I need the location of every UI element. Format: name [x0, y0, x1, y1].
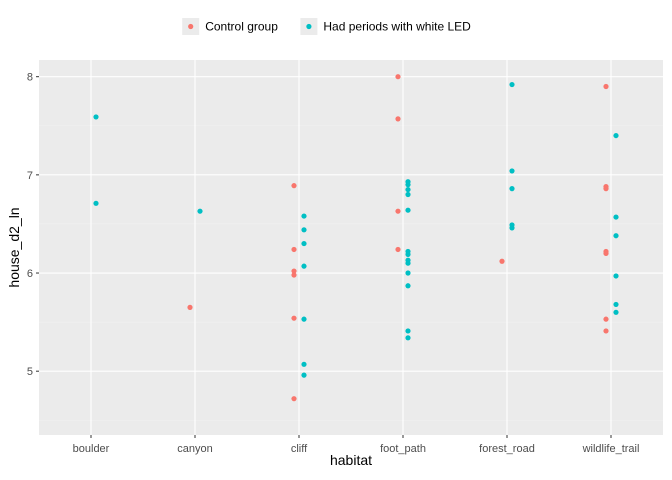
data-point [405, 270, 411, 276]
data-point [301, 361, 307, 367]
data-point [509, 81, 515, 88]
data-point [395, 74, 401, 80]
x-tick-label: boulder [73, 443, 110, 455]
x-tick-label: forest_road [479, 443, 535, 455]
data-point [603, 316, 609, 322]
data-point [613, 214, 619, 220]
data-point [301, 263, 307, 269]
x-tick-label: canyon [177, 443, 212, 455]
data-point [187, 304, 193, 310]
data-point [613, 132, 619, 139]
legend-item: Had periods with white LED [300, 18, 471, 35]
data-point [405, 182, 411, 188]
data-point [291, 246, 297, 253]
data-point [395, 208, 401, 214]
data-point [509, 185, 515, 192]
data-point [93, 114, 99, 120]
data-point [603, 185, 609, 192]
data-point [613, 273, 619, 279]
legend-key-point [306, 23, 312, 30]
y-tick-label: 5 [27, 366, 33, 378]
data-point [499, 258, 505, 264]
ticks-layer: 5 6 7 8 boulder canyon cliff foot_path forest_ro… [27, 72, 640, 455]
grid-layer [39, 60, 663, 435]
data-point [405, 283, 411, 289]
plot-panel [39, 60, 663, 435]
legend: Control group Had periods with white LED [182, 18, 471, 35]
data-point [405, 260, 411, 266]
data-point [613, 309, 619, 315]
data-point [405, 251, 411, 257]
points-layer [93, 74, 619, 402]
x-axis-title: habitat [330, 452, 372, 468]
data-point [395, 246, 401, 253]
data-point [395, 116, 401, 122]
legend-label: Control group [205, 20, 278, 34]
data-point [405, 207, 411, 213]
data-point [301, 372, 307, 378]
y-tick-label: 6 [27, 268, 33, 280]
data-point [509, 225, 515, 231]
data-point [613, 301, 619, 308]
x-tick-label: foot_path [380, 443, 426, 455]
data-point [405, 335, 411, 341]
legend-item: Control group [182, 18, 278, 35]
data-point [301, 316, 307, 322]
data-point [405, 191, 411, 198]
data-point [301, 213, 307, 219]
data-point [301, 240, 307, 247]
data-point [291, 183, 297, 189]
y-tick-label: 7 [27, 170, 33, 182]
y-axis-title: house_d2_ln [6, 207, 22, 287]
legend-key-point [188, 23, 194, 30]
data-point [291, 268, 297, 274]
data-point [291, 272, 297, 278]
data-point [509, 168, 515, 174]
data-point [613, 233, 619, 239]
x-tick-label: wildlife_trail [582, 443, 640, 455]
data-point [291, 315, 297, 321]
y-tick-label: 8 [27, 72, 33, 84]
data-point [405, 328, 411, 334]
data-point [603, 250, 609, 256]
data-point [93, 200, 99, 206]
data-point [603, 328, 609, 334]
data-point [405, 186, 411, 193]
data-point [291, 396, 297, 402]
x-tick-label: cliff [291, 443, 308, 455]
legend-label: Had periods with white LED [323, 20, 471, 34]
data-point [603, 83, 609, 90]
data-point [197, 208, 203, 214]
data-point [301, 227, 307, 233]
